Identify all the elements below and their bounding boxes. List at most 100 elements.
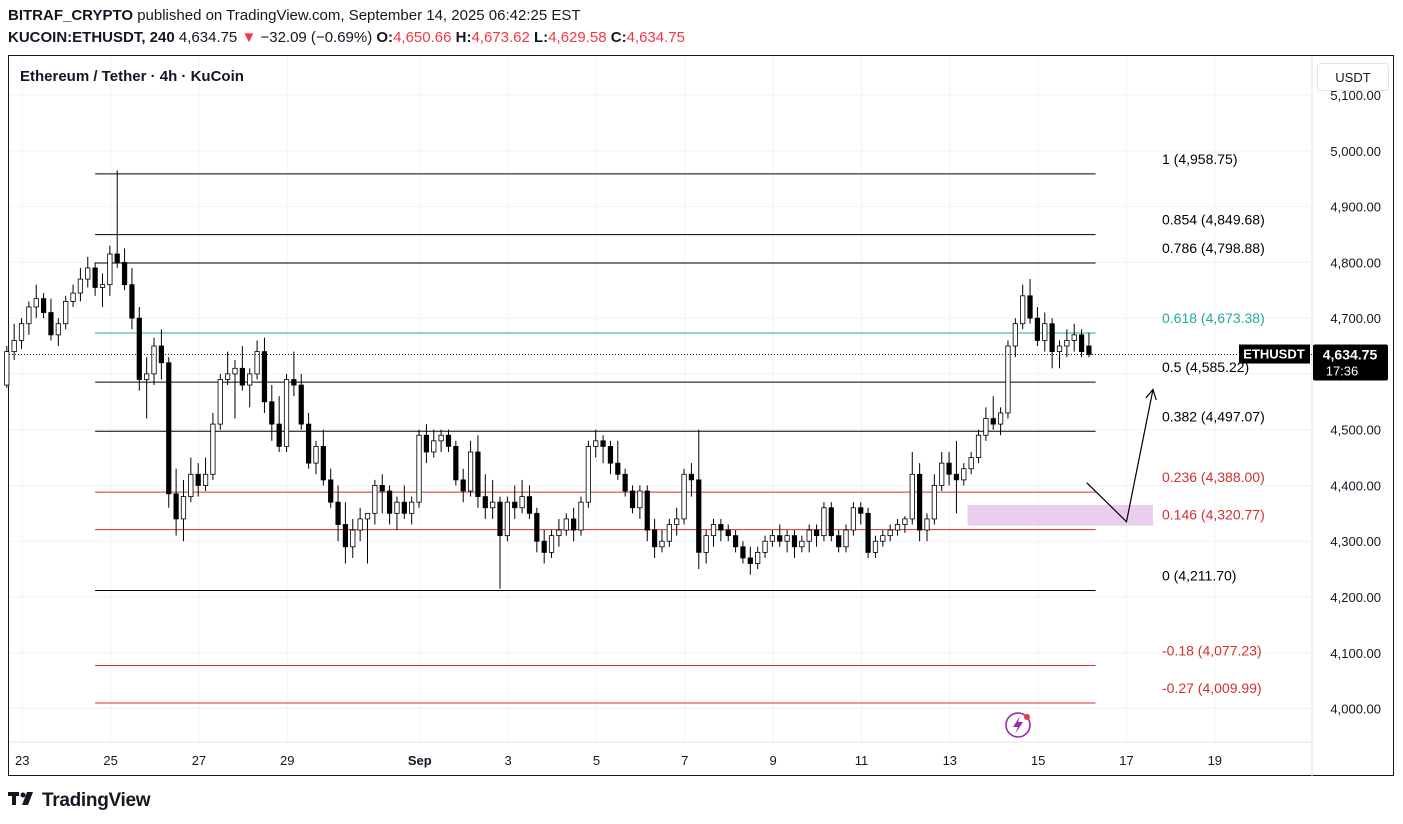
candle-body bbox=[1042, 323, 1048, 341]
candle-body bbox=[1086, 345, 1092, 355]
candle bbox=[578, 496, 584, 536]
fib-level-label: -0.18 (4,077.23) bbox=[1162, 642, 1262, 658]
candle bbox=[1078, 329, 1085, 358]
candle-body bbox=[357, 518, 363, 531]
candle-body bbox=[372, 485, 378, 514]
candle bbox=[968, 451, 974, 475]
lightning-icon[interactable] bbox=[1005, 712, 1031, 738]
candle-body bbox=[261, 351, 268, 403]
candle bbox=[799, 535, 805, 553]
candle-body bbox=[894, 524, 901, 531]
candle-body bbox=[379, 485, 385, 492]
time-axis[interactable]: 23 25 27 29 Sep 3 5 7 9 11 13 15 17 19 bbox=[15, 753, 1222, 768]
candle-body bbox=[445, 434, 452, 447]
candle bbox=[821, 502, 827, 542]
fib-level-label: 0.5 (4,585.22) bbox=[1162, 359, 1249, 375]
footer-brand[interactable]: TradingView bbox=[8, 790, 151, 812]
candle bbox=[1042, 312, 1048, 352]
candle-body bbox=[858, 507, 864, 514]
candle-body bbox=[423, 434, 430, 453]
candle bbox=[18, 318, 25, 349]
candle bbox=[261, 337, 268, 413]
candle-body bbox=[755, 551, 761, 564]
candle bbox=[1064, 329, 1070, 358]
candle-body bbox=[703, 535, 709, 553]
candle bbox=[386, 485, 393, 525]
candle-body bbox=[313, 446, 319, 464]
time-tick-label: 3 bbox=[504, 753, 511, 768]
price-tick-label: 5,000.00 bbox=[1330, 144, 1381, 159]
candle bbox=[335, 485, 341, 542]
candle-body bbox=[534, 512, 540, 542]
candle-body bbox=[1034, 317, 1041, 341]
candle-body bbox=[548, 535, 555, 553]
candle bbox=[710, 518, 717, 547]
last-price: 4,634.75 bbox=[178, 29, 238, 46]
candle bbox=[519, 479, 525, 514]
candle-body bbox=[784, 535, 790, 542]
candle-body bbox=[961, 468, 967, 481]
fib-level-label: 0.618 (4,673.38) bbox=[1162, 310, 1265, 326]
candle bbox=[637, 485, 643, 519]
time-tick-label: 19 bbox=[1208, 753, 1222, 768]
candle-body bbox=[239, 367, 245, 386]
projection-line bbox=[1086, 389, 1154, 523]
candle-body bbox=[512, 501, 518, 509]
candle bbox=[136, 306, 142, 391]
candle-body bbox=[821, 507, 827, 537]
candle bbox=[865, 507, 871, 558]
candle-body bbox=[342, 524, 349, 548]
candle-body bbox=[806, 529, 812, 542]
candle-body bbox=[997, 412, 1004, 425]
candle bbox=[902, 516, 908, 533]
candle bbox=[342, 502, 349, 564]
candle bbox=[394, 496, 400, 531]
candle-body bbox=[225, 373, 231, 380]
projection-path[interactable] bbox=[1086, 388, 1157, 523]
candle-body bbox=[578, 501, 584, 531]
candle-body bbox=[11, 340, 17, 352]
candle-body bbox=[40, 298, 47, 313]
candle bbox=[239, 346, 245, 391]
candle-body bbox=[983, 418, 989, 436]
candle bbox=[997, 407, 1004, 436]
candle bbox=[291, 351, 297, 397]
candle-body bbox=[320, 446, 326, 481]
author-name[interactable]: BITRAF_CRYPTO bbox=[8, 7, 134, 24]
candle-body bbox=[276, 423, 282, 447]
candle-body bbox=[696, 479, 702, 553]
price-tick-label: 4,400.00 bbox=[1330, 478, 1381, 493]
candle bbox=[416, 429, 422, 508]
candle-body bbox=[328, 479, 334, 503]
target-zone bbox=[967, 504, 1153, 526]
candle-body bbox=[622, 473, 628, 492]
price-tick-label: 5,100.00 bbox=[1330, 88, 1381, 103]
candle bbox=[887, 524, 893, 542]
candle bbox=[659, 530, 665, 553]
price-axis[interactable]: 4,000.00 4,100.00 4,200.00 4,300.00 4,400.00… bbox=[1330, 88, 1381, 716]
candle-body bbox=[48, 312, 54, 336]
candle-body bbox=[791, 535, 798, 548]
candle-body bbox=[386, 490, 393, 514]
candle-body bbox=[732, 535, 739, 548]
candle bbox=[1034, 306, 1041, 347]
candle bbox=[129, 267, 135, 330]
candle-body bbox=[188, 473, 194, 498]
candle-body bbox=[777, 535, 783, 542]
time-tick-label: 13 bbox=[943, 753, 957, 768]
fib-retracement[interactable]: 1 (4,958.75) 0.854 (4,849.68) 0.786 (4,798… bbox=[95, 151, 1265, 704]
candle-body bbox=[298, 384, 304, 425]
candle bbox=[924, 513, 930, 542]
candle bbox=[571, 507, 577, 542]
candle-body bbox=[615, 462, 621, 475]
currency-button[interactable]: USDT bbox=[1317, 63, 1389, 91]
tradingview-logo-icon bbox=[8, 790, 38, 812]
candle-body bbox=[585, 446, 591, 503]
candle bbox=[1049, 318, 1055, 369]
candle bbox=[813, 524, 820, 547]
candle bbox=[939, 451, 945, 492]
candle bbox=[1012, 318, 1018, 358]
candle-body bbox=[409, 501, 415, 514]
candle bbox=[953, 440, 960, 514]
